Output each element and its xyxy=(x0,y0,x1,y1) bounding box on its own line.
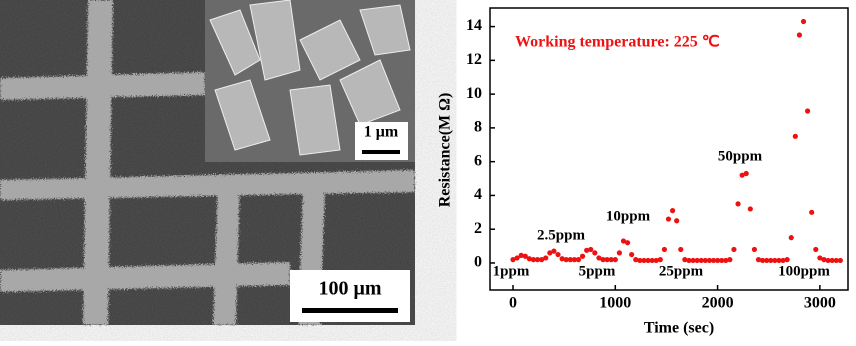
data-point xyxy=(797,32,802,37)
y-tick-label: 10 xyxy=(466,85,482,102)
data-point xyxy=(785,257,790,262)
annotation: 10ppm xyxy=(606,208,651,224)
data-point xyxy=(731,247,736,252)
x-axis-label: Time (sec) xyxy=(644,320,714,337)
y-tick-label: 14 xyxy=(466,17,482,34)
data-point xyxy=(588,247,593,252)
annotation: 50ppm xyxy=(718,148,763,164)
data-point xyxy=(617,250,622,255)
x-tick-label: 3000 xyxy=(804,295,836,312)
annotation: Working temperature: 225 ℃ xyxy=(515,34,720,51)
scale-label: 100 μm xyxy=(319,278,382,300)
y-tick-label: 4 xyxy=(474,186,482,203)
data-point xyxy=(793,134,798,139)
data-point xyxy=(543,255,548,260)
data-point xyxy=(580,254,585,259)
annotation: 25ppm xyxy=(659,263,704,279)
data-point xyxy=(674,218,679,223)
data-point xyxy=(678,247,683,252)
annotation: 5ppm xyxy=(579,263,616,279)
data-point xyxy=(625,240,630,245)
y-tick-label: 8 xyxy=(474,119,482,136)
annotation: 100ppm xyxy=(778,263,830,279)
data-point xyxy=(744,171,749,176)
data-point xyxy=(735,201,740,206)
data-point xyxy=(576,257,581,262)
annotation: 2.5ppm xyxy=(537,227,585,243)
inset-scale-label: 1 μm xyxy=(364,124,399,141)
y-tick-label: 6 xyxy=(474,152,482,169)
x-tick-label: 0 xyxy=(509,295,517,312)
inset: 1 μm xyxy=(205,0,415,162)
y-tick-label: 0 xyxy=(474,254,482,271)
y-tick-label: 2 xyxy=(474,220,482,237)
data-point xyxy=(809,210,814,215)
data-point xyxy=(801,19,806,24)
data-point xyxy=(592,250,597,255)
x-tick-label: 1000 xyxy=(599,295,631,312)
y-tick-label: 12 xyxy=(466,51,482,68)
annotation: 1ppm xyxy=(493,263,530,279)
sem-image: 1 μm 100 μm xyxy=(0,0,415,325)
data-point xyxy=(613,257,618,262)
data-point xyxy=(813,247,818,252)
y-axis-label: Resistance(M Ω) xyxy=(437,93,454,208)
data-point xyxy=(662,247,667,252)
x-tick-label: 2000 xyxy=(702,295,734,312)
data-point xyxy=(789,235,794,240)
data-point xyxy=(838,258,843,263)
data-point xyxy=(666,216,671,221)
data-point xyxy=(555,252,560,257)
data-point xyxy=(629,252,634,257)
data-point xyxy=(752,247,757,252)
data-point xyxy=(805,108,810,113)
figure: 1 μm 100 μm 0 2 4 6 8 10 12 14 0 1000 2000 3000 Time… xyxy=(0,0,856,341)
data-point xyxy=(748,206,753,211)
data-point xyxy=(658,257,663,262)
data-point xyxy=(727,257,732,262)
data-point xyxy=(551,249,556,254)
data-point xyxy=(670,208,675,213)
